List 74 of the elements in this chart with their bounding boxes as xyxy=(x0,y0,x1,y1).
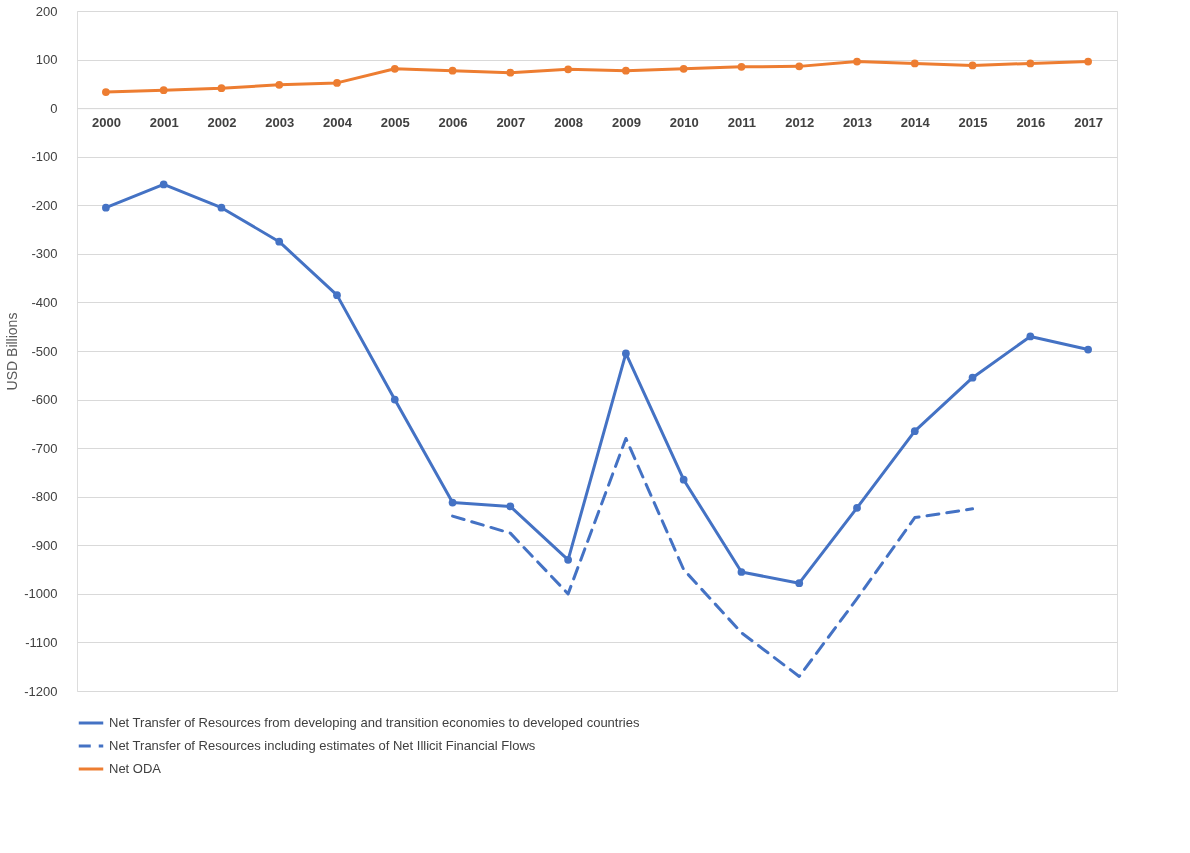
y-tick-label: -700 xyxy=(31,440,58,456)
point xyxy=(679,475,688,484)
point xyxy=(275,80,284,89)
point xyxy=(564,65,572,74)
point xyxy=(622,349,630,358)
point xyxy=(737,62,746,71)
point xyxy=(1084,345,1092,354)
x-tick-label: 2016 xyxy=(1016,114,1046,130)
point xyxy=(159,86,168,95)
y-axis-title: USD Billions xyxy=(4,312,21,391)
point xyxy=(853,504,861,512)
point xyxy=(217,84,226,93)
point xyxy=(795,579,804,588)
point xyxy=(390,395,399,404)
point xyxy=(795,62,804,71)
point xyxy=(390,64,399,73)
y-tick-label: 200 xyxy=(35,3,58,19)
y-tick-label: -1000 xyxy=(24,586,58,602)
point xyxy=(217,203,226,212)
point xyxy=(275,237,284,246)
x-tick-label: 2003 xyxy=(265,114,295,130)
point xyxy=(102,203,110,212)
x-tick-label: 2014 xyxy=(900,114,931,130)
x-tick-label: 2015 xyxy=(958,114,988,130)
point xyxy=(910,427,919,436)
x-tick-label: 2009 xyxy=(611,114,641,130)
legend-label: Net Transfer of Resources from developing and transition economies to developed countries xyxy=(109,715,640,730)
legend-label: Net Transfer of Resources including estimates of Net Illicit Financial Flows xyxy=(109,738,536,753)
y-tick-label: 100 xyxy=(35,52,58,68)
point xyxy=(333,291,341,300)
point xyxy=(622,66,630,75)
y-tick-label: -200 xyxy=(31,197,58,213)
y-tick-label: 0 xyxy=(50,100,58,116)
y-tick-label: -1100 xyxy=(25,634,58,650)
line-series xyxy=(451,436,975,678)
x-tick-label: 2006 xyxy=(438,114,468,130)
x-tick-label: 2000 xyxy=(91,114,121,130)
y-tick-label: -1200 xyxy=(24,683,58,699)
point xyxy=(506,502,515,511)
x-tick-label: 2002 xyxy=(207,114,237,130)
point xyxy=(910,59,919,68)
x-tick-label: 2008 xyxy=(554,114,584,130)
y-tick-label: -100 xyxy=(31,149,58,165)
point xyxy=(333,79,341,87)
x-tick-label: 2005 xyxy=(380,114,410,130)
point xyxy=(1026,332,1035,341)
x-tick-label: 2013 xyxy=(843,114,872,130)
x-tick-label: 2011 xyxy=(727,114,757,130)
y-tick-label: -800 xyxy=(31,489,58,505)
legend-label: Net ODA xyxy=(109,761,162,776)
point xyxy=(448,66,457,75)
point xyxy=(1084,57,1092,66)
y-tick-label: -500 xyxy=(31,343,58,359)
point xyxy=(679,64,688,73)
x-tick-label: 2010 xyxy=(669,114,699,130)
x-tick-label: 2007 xyxy=(496,114,526,130)
x-tick-label: 2017 xyxy=(1074,114,1104,130)
x-tick-label: 2004 xyxy=(323,114,353,130)
y-tick-label: -600 xyxy=(31,392,58,408)
x-tick-label: 2001 xyxy=(149,114,179,130)
point xyxy=(564,555,572,564)
x-tick-label: 2012 xyxy=(785,114,815,130)
y-tick-label: -900 xyxy=(31,537,58,553)
point xyxy=(102,88,110,96)
point xyxy=(853,57,861,66)
point xyxy=(968,61,977,70)
point xyxy=(506,68,515,77)
point xyxy=(448,498,457,507)
point xyxy=(159,180,168,189)
point xyxy=(737,568,746,576)
y-tick-label: -300 xyxy=(31,246,58,262)
point xyxy=(1026,59,1035,68)
y-tick-label: -400 xyxy=(31,294,58,310)
point xyxy=(968,373,977,382)
